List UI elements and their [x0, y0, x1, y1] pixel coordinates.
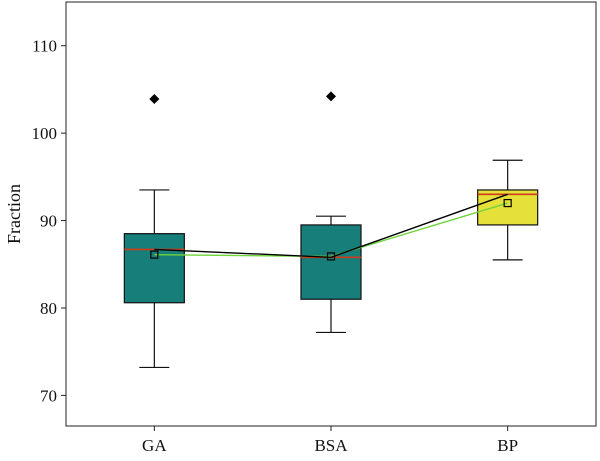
x-tick-label: BSA [314, 436, 348, 455]
y-tick-label: 110 [32, 37, 57, 56]
mean-marker [503, 198, 512, 208]
outlier-point [149, 94, 160, 105]
y-tick-label: 100 [32, 124, 58, 143]
box-bsa [300, 91, 362, 334]
mean-marker [150, 250, 159, 259]
box-bp [477, 159, 539, 261]
outlier-point [326, 91, 336, 102]
mean-marker [326, 252, 336, 261]
median-connect-line [154, 193, 508, 258]
box-iqr [477, 189, 539, 226]
box-iqr [300, 224, 362, 300]
x-tick-label: GA [142, 436, 167, 455]
mean-line [154, 202, 508, 258]
box-ga [123, 94, 185, 369]
y-tick-label: 90 [40, 212, 57, 231]
box-iqr [123, 233, 185, 304]
x-tick-label: BP [497, 436, 518, 455]
y-tick-label: 80 [40, 299, 57, 318]
y-tick-label: 70 [40, 386, 57, 405]
y-axis-label: Fraction [4, 184, 24, 244]
